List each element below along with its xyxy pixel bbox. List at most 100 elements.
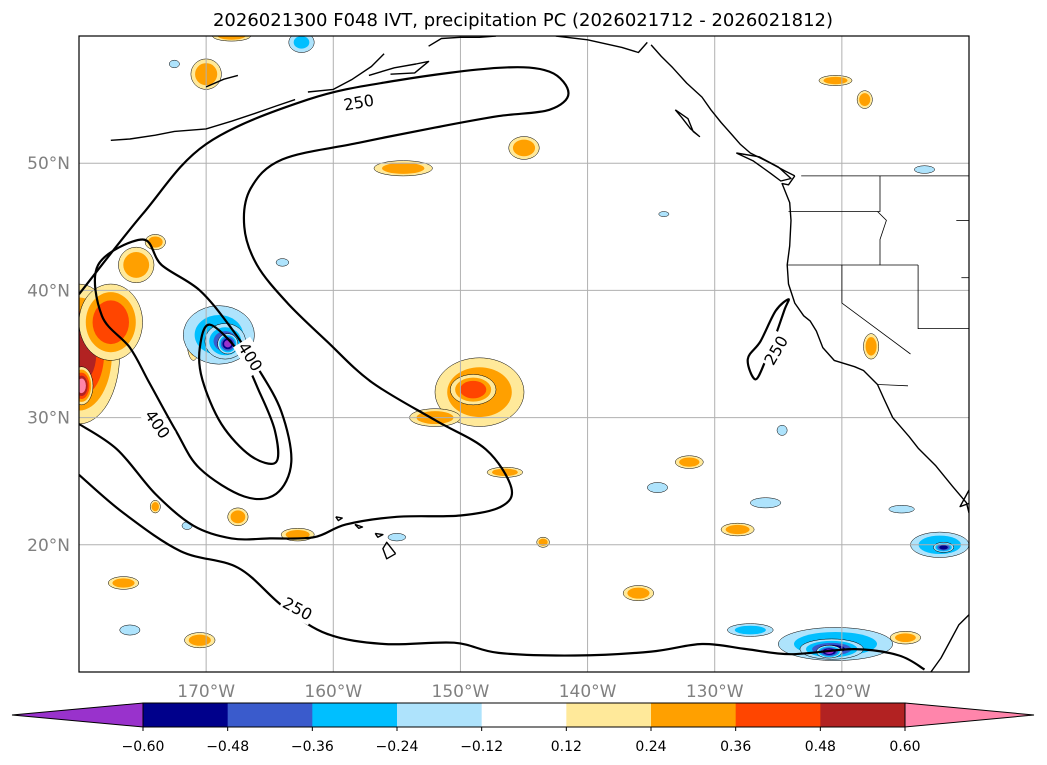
precip-pc-cell	[776, 424, 788, 436]
precip-pc-cell	[293, 36, 310, 49]
precip-pc-cell	[92, 300, 130, 345]
coastline	[736, 152, 792, 182]
precip-pc-cell	[627, 587, 650, 599]
precip-pc-cell	[123, 252, 150, 278]
coastline	[335, 516, 343, 522]
colorbar-tick-label: 0.60	[889, 739, 920, 755]
contour-label-bg	[139, 404, 176, 444]
lat-tick-label: 40°N	[27, 281, 70, 301]
precip-pc-cell	[859, 93, 871, 107]
coastline	[354, 523, 364, 529]
state-border	[841, 265, 911, 355]
precip-pc-cell	[275, 258, 290, 267]
colorbar-extend-low	[11, 702, 144, 728]
colorbar: −0.60 −0.48 −0.36 −0.24 −0.12 0.12 0.24 0.36 0.4…	[11, 702, 1035, 755]
precip-pc-cell	[734, 625, 766, 635]
state-border	[788, 175, 881, 212]
lon-tick-label: 150°W	[432, 682, 490, 702]
colorbar-segment	[566, 703, 652, 727]
colorbar-tick-label: −0.48	[206, 739, 249, 755]
precip-pc-cell	[381, 162, 425, 174]
state-border	[917, 265, 969, 329]
precip-pc-cell	[230, 510, 246, 524]
coastline	[368, 60, 430, 77]
coastline	[930, 614, 969, 672]
precip-pc-cell	[888, 505, 915, 514]
colorbar-tick-label: 0.12	[551, 739, 582, 755]
state-border	[877, 384, 909, 387]
precip-pc-cell	[750, 497, 782, 509]
coastline	[674, 109, 701, 138]
lon-tick-label: 160°W	[304, 682, 362, 702]
colorbar-segment	[143, 703, 229, 727]
latitude-tick-labels: 50°N 40°N 30°N 20°N	[27, 154, 70, 556]
precip-pc-cell	[188, 634, 211, 646]
precip-pc-cell	[939, 545, 948, 550]
colorbar-segment	[397, 703, 483, 727]
contour-label-bg	[277, 591, 318, 626]
chart-title: 2026021300 F048 IVT, precipitation PC (2…	[213, 10, 833, 31]
colorbar-tick-label: −0.24	[376, 739, 419, 755]
precip-pc-cell	[658, 211, 670, 217]
coastline	[205, 74, 239, 88]
colorbar-tick-label: −0.36	[291, 739, 334, 755]
coastline	[374, 532, 384, 538]
coastline	[959, 489, 969, 508]
precip-pc-cell	[679, 457, 700, 467]
precip-pc-cell	[217, 36, 246, 40]
colorbar-tick-label: −0.60	[122, 739, 165, 755]
precip-pc-cell	[647, 482, 668, 493]
precip-pc-cell	[460, 380, 487, 399]
graticule-grid	[79, 36, 969, 672]
colorbar-segment	[651, 703, 737, 727]
ivt-contour-250	[79, 66, 570, 541]
colorbar-extend-high	[904, 702, 1035, 728]
precip-pc-cell	[512, 139, 536, 157]
lon-tick-label: 140°W	[559, 682, 617, 702]
colorbar-tick-label: 0.48	[805, 739, 836, 755]
lat-tick-label: 50°N	[27, 154, 70, 174]
coastline	[382, 541, 397, 560]
colorbar-tick-label: 0.36	[720, 739, 751, 755]
colorbar-segment	[481, 703, 567, 727]
precip-pc-cell	[725, 524, 750, 535]
precip-pc-cell	[169, 59, 180, 69]
contour-label-bg	[758, 330, 793, 370]
coastline	[781, 175, 969, 514]
lat-tick-label: 20°N	[27, 536, 70, 556]
colorbar-segment	[820, 703, 906, 727]
colorbar-segment	[735, 703, 821, 727]
precipitation-pc-fill-layer	[79, 36, 969, 661]
precip-pc-cell	[285, 530, 310, 540]
colorbar-tick-label: −0.12	[460, 739, 503, 755]
colorbar-frame	[142, 702, 906, 728]
precip-pc-cell	[823, 76, 848, 85]
precip-pc-cell	[79, 378, 86, 394]
precip-pc-cell	[151, 502, 159, 512]
coastline	[555, 36, 648, 54]
colorbar-segment	[227, 703, 313, 727]
lon-tick-label: 120°W	[813, 682, 871, 702]
contour-label-bg	[340, 89, 378, 115]
longitude-tick-labels: 170°W 160°W 150°W 140°W 130°W 120°W	[177, 682, 871, 702]
coastline-layer	[110, 36, 969, 672]
coastline	[307, 53, 385, 93]
precip-pc-cell	[538, 538, 548, 546]
contour-label-bg	[233, 336, 269, 377]
ivt-contour-250	[79, 473, 926, 671]
ivt-contour-label: 250	[340, 89, 378, 115]
lat-tick-label: 30°N	[27, 409, 70, 429]
precip-pc-cell	[914, 165, 935, 174]
coastline	[428, 36, 497, 47]
precip-pc-cell	[119, 624, 141, 636]
precip-pc-cell	[387, 533, 407, 542]
lon-tick-label: 130°W	[686, 682, 744, 702]
state-border-layer	[787, 175, 969, 387]
precip-pc-cell	[895, 633, 916, 642]
colorbar-segment	[312, 703, 398, 727]
ivt-contour-400	[93, 238, 293, 501]
coastline	[110, 98, 296, 141]
state-border	[877, 211, 887, 265]
